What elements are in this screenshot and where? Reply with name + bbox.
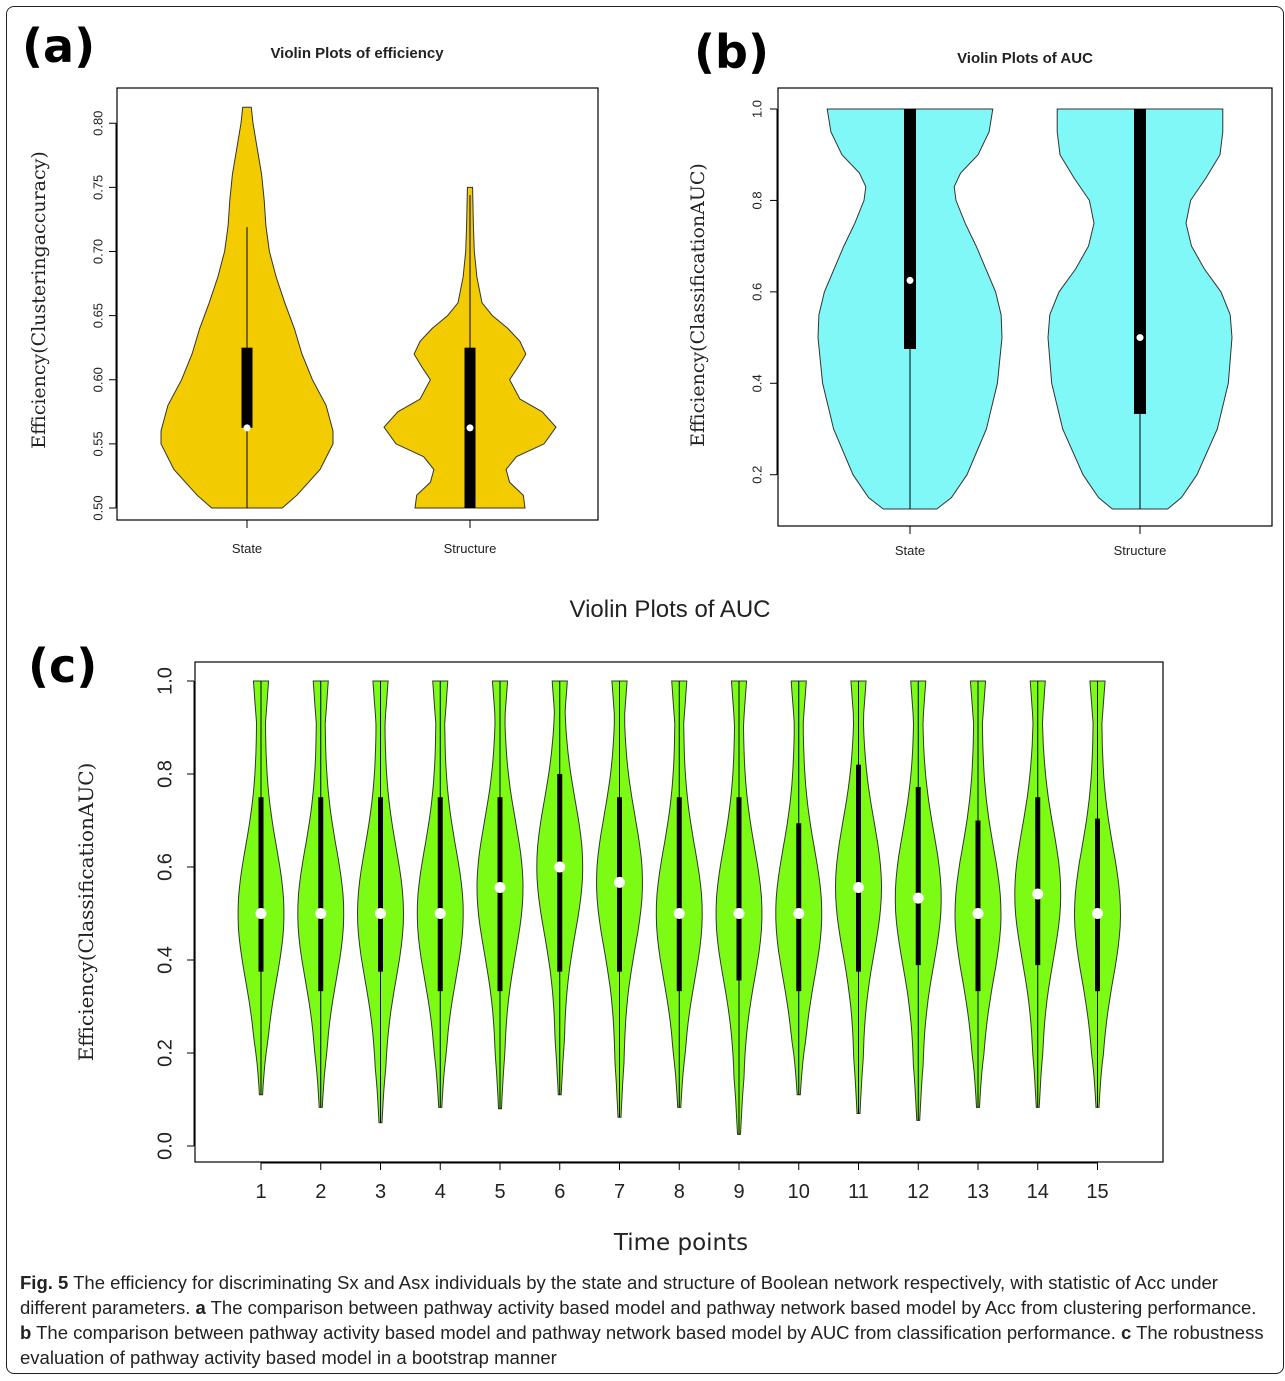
x-axis-label: Time points xyxy=(613,1230,748,1256)
violin-iqr-box xyxy=(736,797,742,981)
violin-median-point xyxy=(315,908,327,919)
y-axis-label: Efficiency(Clusteringaccuracy) xyxy=(28,151,50,449)
violin-median-point xyxy=(733,908,745,919)
y-tick-label: 0.4 xyxy=(749,374,764,392)
violin-median-point xyxy=(494,881,506,893)
x-tick-label: 9 xyxy=(733,1181,744,1203)
violin-iqr-box xyxy=(378,797,383,972)
violin-iqr-box xyxy=(796,823,802,992)
x-tick-label: 11 xyxy=(848,1181,869,1203)
x-tick-label: 8 xyxy=(674,1181,685,1203)
violin-iqr-box xyxy=(241,347,253,428)
violin-median-point xyxy=(255,908,267,919)
y-tick-label: 0.50 xyxy=(90,495,105,520)
violin-iqr-box xyxy=(1035,797,1041,966)
x-tick-label: 13 xyxy=(967,1181,989,1203)
violin-median-point xyxy=(554,861,566,873)
y-tick-label: 0.70 xyxy=(90,239,105,264)
chart-title: Violin Plots of AUC xyxy=(957,50,1093,67)
caption-a-label: a xyxy=(195,1297,206,1318)
x-tick-label: 4 xyxy=(435,1181,446,1203)
violin-median-point xyxy=(1136,334,1144,342)
y-tick-label: 0.6 xyxy=(154,853,176,881)
x-tick-label: 15 xyxy=(1086,1181,1108,1203)
panel-label-a: (a) xyxy=(22,19,95,73)
y-tick-label: 1.0 xyxy=(154,667,176,695)
y-axis-label: Efficiency(ClassificationAUC) xyxy=(687,163,709,447)
caption-b-label: b xyxy=(20,1322,32,1343)
y-tick-label: 1.0 xyxy=(749,100,764,118)
violin-iqr-box xyxy=(904,109,916,349)
y-tick-label: 0.60 xyxy=(90,367,105,392)
x-tick-label: 1 xyxy=(255,1181,266,1203)
x-tick-label: 14 xyxy=(1027,1181,1049,1203)
x-tick-label: 10 xyxy=(788,1181,810,1203)
chart-title: Violin Plots of AUC xyxy=(570,596,771,623)
violin-median-point xyxy=(912,892,924,904)
caption-main: The efficiency for discriminating Sx and… xyxy=(20,1272,1218,1318)
y-tick-label: 0.2 xyxy=(154,1039,176,1067)
violin-median-point xyxy=(434,908,446,919)
chart-a: Violin Plots of efficiency Efficiency(Clu… xyxy=(28,45,599,556)
violin-median-point xyxy=(614,876,625,888)
y-tick-label: 0.8 xyxy=(154,760,176,788)
violin-median-point xyxy=(793,908,805,919)
violin-iqr-box xyxy=(318,797,324,992)
violin-iqr-box xyxy=(1095,818,1100,992)
x-tick-label: Structure xyxy=(1114,543,1167,558)
y-tick-label: 0.80 xyxy=(90,111,105,136)
x-tick-label: Structure xyxy=(444,541,497,556)
violin-iqr-box xyxy=(557,774,563,972)
chart-b: Violin Plots of AUC Efficiency(Classifica… xyxy=(687,50,1273,558)
x-tick-label: 3 xyxy=(375,1181,386,1203)
caption-b-text: The comparison between pathway activity … xyxy=(31,1322,1121,1343)
violin-iqr-box xyxy=(915,787,921,966)
y-tick-label: 0.75 xyxy=(90,175,105,200)
caption-c-text: The robustness evaluation of pathway act… xyxy=(20,1322,1264,1368)
figure-frame xyxy=(6,6,1284,1374)
violin-median-point xyxy=(972,908,984,919)
y-axis-label: Efficiency(ClassificationAUC) xyxy=(74,763,98,1062)
y-tick-label: 0.65 xyxy=(90,303,105,328)
x-tick-label: State xyxy=(232,541,262,556)
violin-median-point xyxy=(1092,908,1103,919)
violin-median-point xyxy=(375,908,386,919)
violin-median-point xyxy=(243,424,251,432)
y-tick-label: 0.55 xyxy=(90,431,105,456)
y-tick-label: 0.2 xyxy=(749,466,764,484)
violin-iqr-box xyxy=(676,797,682,992)
y-tick-label: 0.6 xyxy=(749,283,764,301)
y-tick-label: 0.8 xyxy=(749,191,764,209)
violin-iqr-box xyxy=(1134,109,1146,414)
violin-median-point xyxy=(853,881,864,893)
panel-label-b: (b) xyxy=(694,25,769,79)
x-tick-label: 2 xyxy=(315,1181,326,1203)
figure-caption: Fig. 5 The efficiency for discriminating… xyxy=(20,1270,1270,1370)
caption-c-label: c xyxy=(1120,1322,1132,1343)
x-tick-label: 5 xyxy=(494,1181,505,1203)
plot-box xyxy=(116,87,599,521)
caption-fig-label: Fig. 5 xyxy=(20,1272,69,1293)
y-tick-label: 0.4 xyxy=(154,946,176,974)
x-tick-label: State xyxy=(895,543,925,558)
violin-iqr-box xyxy=(975,820,981,992)
x-tick-label: 6 xyxy=(554,1181,565,1203)
violin-median-point xyxy=(466,424,474,432)
violin-median-point xyxy=(1032,888,1044,900)
chart-c: Violin Plots of AUC Efficiency(Classifica… xyxy=(74,596,1164,1256)
caption-a-text: The comparison between pathway activity … xyxy=(205,1297,1257,1318)
violin-iqr-box xyxy=(437,797,443,992)
violin-iqr-box xyxy=(258,797,264,972)
plot-box xyxy=(777,87,1273,527)
chart-title: Violin Plots of efficiency xyxy=(270,45,444,62)
x-tick-label: 7 xyxy=(614,1181,625,1203)
panel-label-c: (c) xyxy=(28,639,97,693)
violin-median-point xyxy=(906,276,914,284)
violin-median-point xyxy=(673,908,685,919)
y-tick-label: 0.0 xyxy=(154,1132,176,1160)
violin-iqr-box xyxy=(497,797,503,992)
x-tick-label: 12 xyxy=(907,1181,929,1203)
violin-iqr-box xyxy=(856,764,861,972)
